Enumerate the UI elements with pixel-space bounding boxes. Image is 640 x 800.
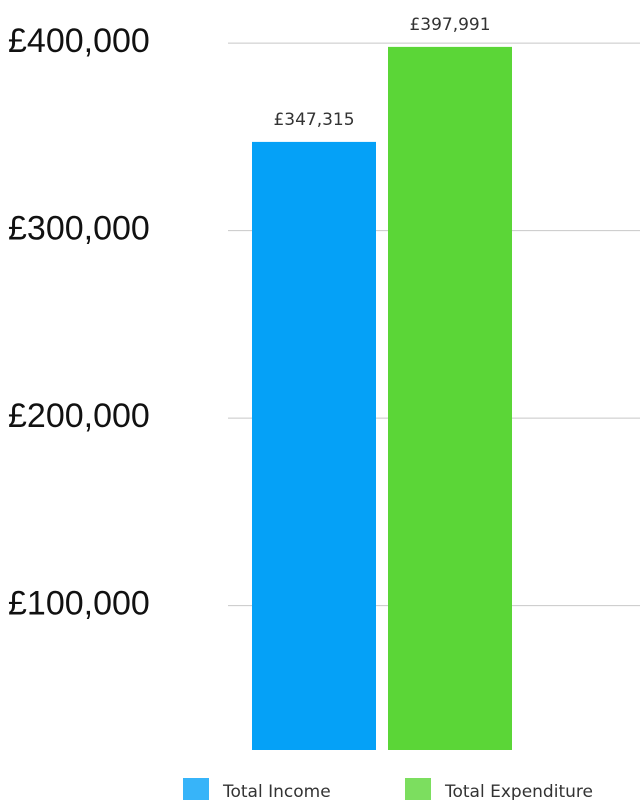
bar: [388, 46, 512, 751]
y-tick-label: £100,000: [8, 585, 150, 623]
legend-swatch: [183, 778, 209, 800]
legend-swatch: [405, 778, 431, 800]
y-tick-label: £400,000: [8, 22, 150, 60]
y-tick-label: £200,000: [8, 397, 150, 435]
data-label: £347,315: [273, 110, 354, 130]
legend-label: Total Expenditure: [444, 782, 593, 800]
legend-label: Total Income: [222, 782, 331, 800]
y-tick-label: £300,000: [8, 210, 150, 248]
bar: [252, 141, 376, 751]
data-label: £397,991: [409, 15, 490, 35]
